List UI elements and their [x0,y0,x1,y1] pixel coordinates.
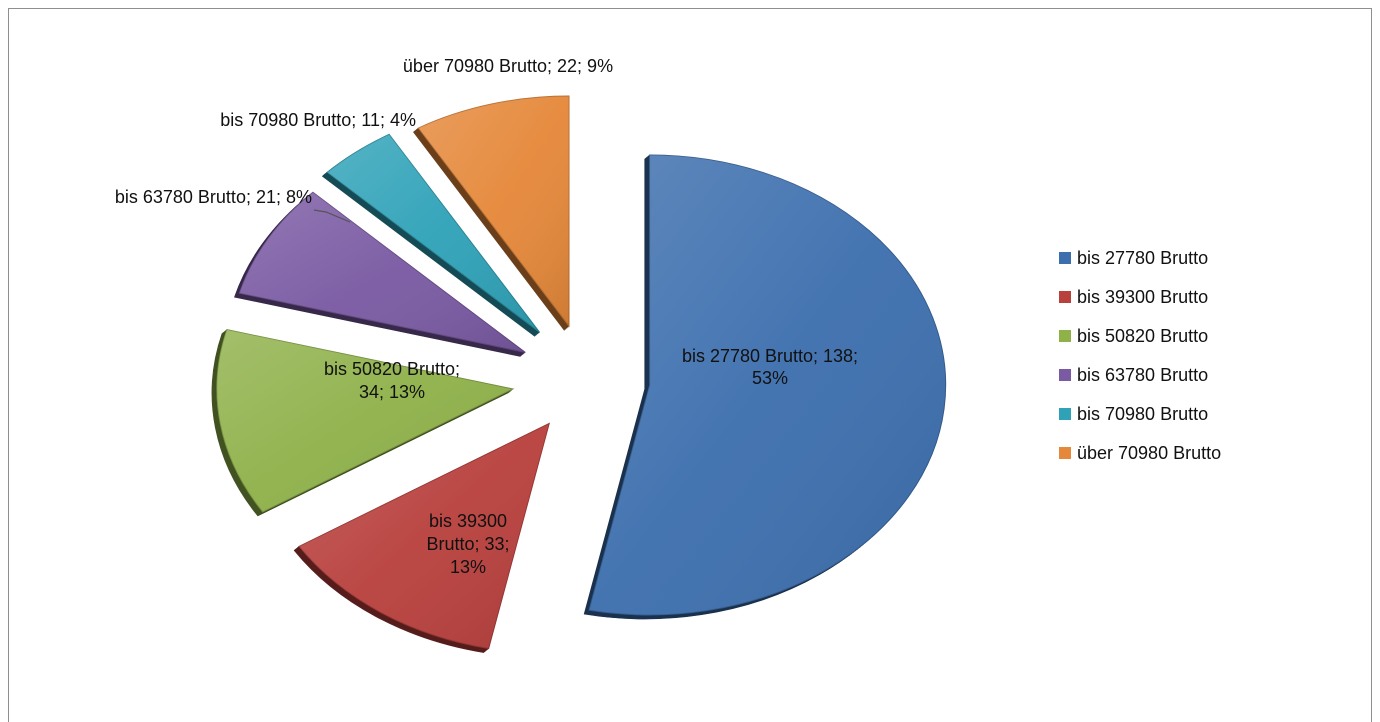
data-label-bis-39300-brutto: bis 39300 Brutto; 33; 13% [426,511,509,577]
data-label-line: bis 50820 Brutto; [324,359,460,379]
slice-labels: bis 27780 Brutto; 138; 53% bis 39300 Brutto… [115,56,858,577]
pie-slice-gloss-bis-39300-brutto [299,423,550,649]
legend-label-bis-50820-brutto: bis 50820 Brutto [1077,326,1208,346]
pie-slices [211,95,947,653]
data-label-line: bis 27780 Brutto; 138; [682,346,858,366]
data-label-line: bis 39300 [429,511,507,531]
data-label-bis-63780-brutto: bis 63780 Brutto; 21; 8% [115,187,312,207]
legend-item-ueber-70980-brutto: über 70980 Brutto [1059,443,1221,463]
pie-slice-ueber-70980-brutto [413,95,570,331]
legend-swatch-bis-50820-brutto [1059,330,1071,342]
data-label-bis-70980-brutto: bis 70980 Brutto; 11; 4% [220,110,416,130]
data-label-line: Brutto; 33; [426,534,509,554]
legend-swatch-bis-27780-brutto [1059,252,1071,264]
pie-slice-bis-39300-brutto [293,422,551,653]
legend-label-bis-27780-brutto: bis 27780 Brutto [1077,248,1208,268]
legend-item-bis-63780-brutto: bis 63780 Brutto [1059,365,1208,385]
pie-slice-bis-63780-brutto [234,191,526,357]
legend-label-bis-63780-brutto: bis 63780 Brutto [1077,365,1208,385]
data-label-line: 34; 13% [359,382,425,402]
data-label-bis-50820-brutto: bis 50820 Brutto; 34; 13% [324,359,460,402]
pie-slice-gloss-bis-27780-brutto [589,154,946,615]
pie-slice-gloss-bis-70980-brutto [327,134,540,333]
data-label-line: 13% [450,557,486,577]
legend-swatch-bis-70980-brutto [1059,408,1071,420]
data-label-line: 53% [752,368,788,388]
legend-item-bis-39300-brutto: bis 39300 Brutto [1059,287,1208,307]
legend-swatch-bis-63780-brutto [1059,369,1071,381]
legend-swatch-bis-39300-brutto [1059,291,1071,303]
leader-line-bis-63780-brutto [313,209,351,223]
pie-slice-bis-50820-brutto [211,329,515,517]
data-label-line: bis 63780 Brutto; 21; 8% [115,187,312,207]
data-label-line: über 70980 Brutto; 22; 9% [403,56,613,76]
legend-item-bis-27780-brutto: bis 27780 Brutto [1059,248,1208,268]
data-label-bis-27780-brutto: bis 27780 Brutto; 138; 53% [682,346,858,388]
legend-item-bis-50820-brutto: bis 50820 Brutto [1059,326,1208,346]
pie-slice-bis-27780-brutto [583,154,947,620]
legend: bis 27780 Brutto bis 39300 Brutto bis 5082… [1059,248,1221,463]
data-label-line: bis 70980 Brutto; 11; 4% [220,110,416,130]
legend-label-bis-70980-brutto: bis 70980 Brutto [1077,404,1208,424]
legend-label-bis-39300-brutto: bis 39300 Brutto [1077,287,1208,307]
legend-label-ueber-70980-brutto: über 70980 Brutto [1077,443,1221,463]
data-label-ueber-70980-brutto: über 70980 Brutto; 22; 9% [403,56,613,76]
pie-slice-gloss-bis-63780-brutto [239,192,526,353]
legend-item-bis-70980-brutto: bis 70980 Brutto [1059,404,1208,424]
legend-swatch-ueber-70980-brutto [1059,447,1071,459]
pie-slice-bis-70980-brutto [321,133,541,337]
pie-slice-gloss-bis-50820-brutto [216,329,513,512]
pie-slice-gloss-ueber-70980-brutto [418,96,570,327]
